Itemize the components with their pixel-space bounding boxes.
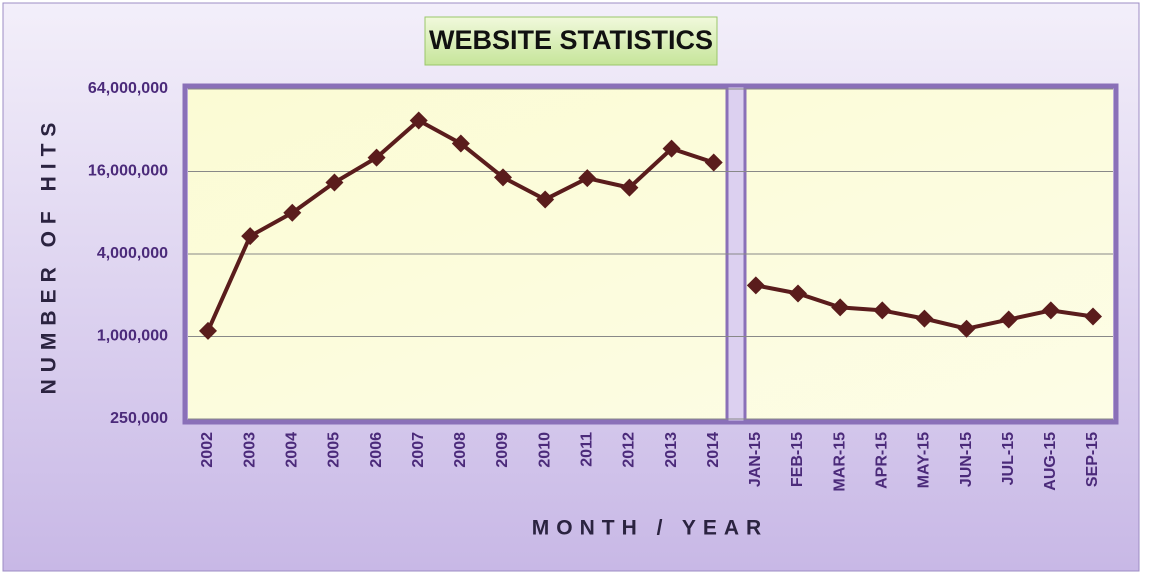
x-tick-label: FEB-15 [789,432,806,487]
marker [915,309,934,328]
y-tick-label: 4,000,000 [97,245,168,262]
title-box [424,16,718,66]
x-tick-label: 2008 [452,432,469,468]
marker [957,319,976,338]
x-tick-label: 2007 [410,432,427,468]
x-tick-label: 2010 [536,432,553,468]
marker [409,111,428,130]
x-tick-label: JUL-15 [1000,432,1017,485]
marker [789,284,807,303]
plot-frame [182,83,1119,425]
marker [999,310,1018,329]
x-tick-label: 2011 [579,432,596,467]
x-tick-label: JAN-15 [747,432,764,487]
marker [199,321,217,340]
x-tick-label: 2006 [368,432,385,468]
marker [367,148,386,167]
x-tick-label: 2012 [621,432,638,468]
x-tick-label: APR-15 [874,432,891,489]
marker [831,298,850,317]
y-tick-label: 64,000,000 [88,80,168,97]
marker [620,178,639,197]
x-tick-label: AUG-15 [1042,432,1059,491]
x-tick-label: 2004 [284,432,301,468]
x-tick-label: 2013 [663,432,680,468]
marker [662,139,681,158]
x-tick-label: MAY-15 [916,432,933,488]
x-tick-label: 2002 [199,432,216,468]
x-tick-label: 2003 [241,432,258,468]
x-tick-label: JUN-15 [958,432,975,487]
y-tick-label: 250,000 [110,410,168,427]
x-tick-label: MAR-15 [831,432,848,492]
chart-title: WEBSITE STATISTICS [429,25,713,55]
marker [451,134,470,153]
x-tick-label: 2014 [705,432,722,468]
y-axis-label: NUMBER OF HITS [38,116,61,395]
marker [325,173,344,192]
x-axis-label: MONTH / YEAR [532,517,768,540]
marker [241,227,260,246]
marker [494,168,512,187]
marker [873,301,892,320]
marker [704,153,723,172]
x-tick-label: 2009 [494,432,511,468]
y-tick-label: 1,000,000 [97,328,168,345]
marker [1084,307,1102,326]
marker [578,169,597,188]
marker [536,190,555,209]
x-tick-label: 2005 [326,432,343,468]
marker [1041,301,1060,320]
y-tick-label: 16,000,000 [88,163,168,180]
marker [746,276,765,295]
x-tick-label: SEP-15 [1084,432,1101,487]
marker [283,203,302,222]
